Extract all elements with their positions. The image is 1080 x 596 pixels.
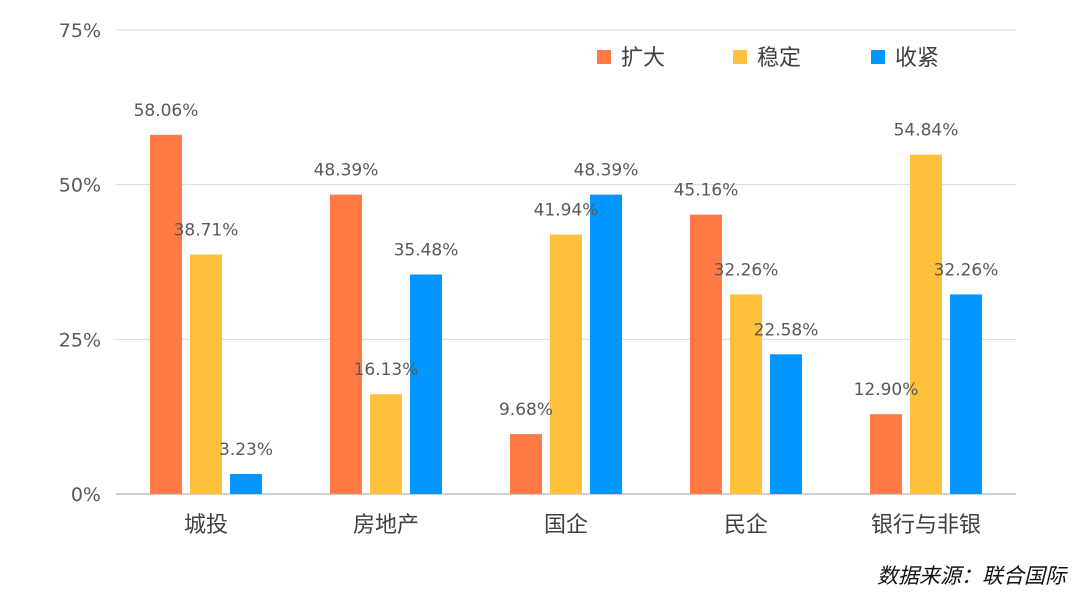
- data-label: 58.06%: [134, 101, 199, 121]
- x-tick-label: 国企: [544, 513, 588, 538]
- legend-label: 扩大: [621, 46, 665, 71]
- data-label: 3.23%: [219, 440, 273, 460]
- bar-稳定-民企: [730, 294, 762, 494]
- data-label: 32.26%: [714, 260, 779, 280]
- bar-稳定-房地产: [370, 394, 402, 494]
- x-tick-label: 城投: [184, 513, 228, 538]
- bar-chart: 58.06% 48.39% 9.68% 45.16% 12.90% 38.71% 16.13…: [59, 20, 1016, 538]
- legend-label: 收紧: [895, 46, 939, 71]
- bar-稳定-银行与非银: [910, 154, 942, 494]
- legend-swatch: [597, 50, 611, 64]
- data-label: 48.39%: [574, 161, 639, 181]
- bar-扩大-城投: [150, 134, 182, 495]
- bar-扩大-银行与非银: [870, 414, 902, 494]
- legend-label: 稳定: [757, 46, 801, 71]
- data-label: 9.68%: [499, 400, 553, 420]
- bar-收紧-国企: [590, 194, 622, 494]
- data-label: 22.58%: [754, 320, 819, 340]
- data-label: 35.48%: [394, 240, 459, 260]
- x-tick-label: 银行与非银: [871, 513, 981, 538]
- x-tick-label: 民企: [724, 513, 768, 538]
- data-label: 41.94%: [534, 201, 599, 221]
- data-label: 54.84%: [894, 121, 959, 141]
- data-label: 38.71%: [174, 221, 239, 241]
- bar-稳定-国企: [550, 234, 582, 495]
- bar-稳定-城投: [190, 254, 222, 494]
- bar-扩大-国企: [510, 434, 542, 494]
- data-label: 48.39%: [314, 161, 379, 181]
- y-tick-label: 50%: [59, 175, 101, 197]
- legend-swatch: [733, 50, 747, 64]
- bar-收紧-城投: [230, 474, 262, 494]
- axes: 0% 25% 50% 75% 城投 房地产 国企 民企 银行与非银: [59, 20, 981, 538]
- legend: 扩大 稳定 收紧: [597, 46, 939, 71]
- data-labels: 58.06% 48.39% 9.68% 45.16% 12.90% 38.71% 16.13…: [134, 101, 999, 460]
- bars: [150, 134, 982, 495]
- data-label: 16.13%: [354, 360, 419, 380]
- bar-扩大-房地产: [330, 194, 362, 494]
- legend-swatch: [871, 50, 885, 64]
- bar-收紧-房地产: [410, 274, 442, 494]
- bar-收紧-银行与非银: [950, 294, 982, 494]
- data-label: 45.16%: [674, 181, 739, 201]
- y-tick-label: 0%: [71, 484, 101, 506]
- x-tick-label: 房地产: [353, 513, 419, 538]
- data-label: 12.90%: [854, 380, 919, 400]
- data-label: 32.26%: [934, 260, 999, 280]
- y-tick-label: 25%: [59, 329, 101, 351]
- y-tick-label: 75%: [59, 20, 101, 42]
- bar-扩大-民企: [690, 214, 722, 494]
- bar-收紧-民企: [770, 354, 802, 494]
- source-note: 数据来源：联合国际: [877, 564, 1066, 588]
